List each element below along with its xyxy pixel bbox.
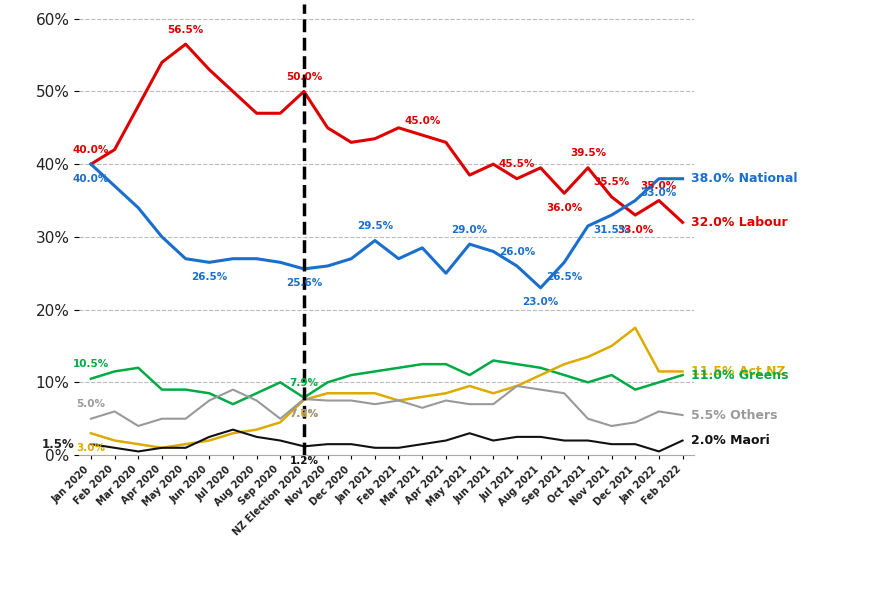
Text: 45.0%: 45.0% [404,116,440,126]
Text: 2.0% Maori: 2.0% Maori [690,434,769,447]
Text: 56.5%: 56.5% [168,25,204,35]
Text: 26.0%: 26.0% [498,246,535,256]
Text: 11.5% Act NZ: 11.5% Act NZ [690,365,785,378]
Text: 26.5%: 26.5% [545,272,582,282]
Text: 23.0%: 23.0% [522,297,558,307]
Text: 3.0%: 3.0% [76,443,105,453]
Text: 40.0%: 40.0% [73,145,109,155]
Text: 38.0% National: 38.0% National [690,172,796,185]
Text: 5.5% Others: 5.5% Others [690,408,776,421]
Text: 36.0%: 36.0% [545,203,582,213]
Text: 5.0%: 5.0% [76,400,105,409]
Text: 32.0% Labour: 32.0% Labour [690,216,787,229]
Text: 31.5%: 31.5% [593,225,629,235]
Text: 10.5%: 10.5% [73,359,109,369]
Text: 7.7%: 7.7% [289,408,318,418]
Text: 35.0%: 35.0% [640,181,676,191]
Text: 1.2%: 1.2% [289,456,318,466]
Text: 29.0%: 29.0% [451,225,487,235]
Text: 7.9%: 7.9% [289,378,318,388]
Text: 45.5%: 45.5% [498,159,535,169]
Text: 7.6%: 7.6% [289,409,318,419]
Text: 40.0%: 40.0% [73,174,109,184]
Text: 33.0%: 33.0% [640,188,676,198]
Text: 35.5%: 35.5% [593,177,629,187]
Text: 26.5%: 26.5% [191,272,227,282]
Text: 11.0% Greens: 11.0% Greens [690,369,788,382]
Text: 29.5%: 29.5% [356,221,392,231]
Text: 39.5%: 39.5% [569,148,605,158]
Text: 1.5%: 1.5% [41,438,75,451]
Text: 25.6%: 25.6% [285,278,321,288]
Text: 50.0%: 50.0% [285,72,321,82]
Text: 33.0%: 33.0% [616,225,652,235]
